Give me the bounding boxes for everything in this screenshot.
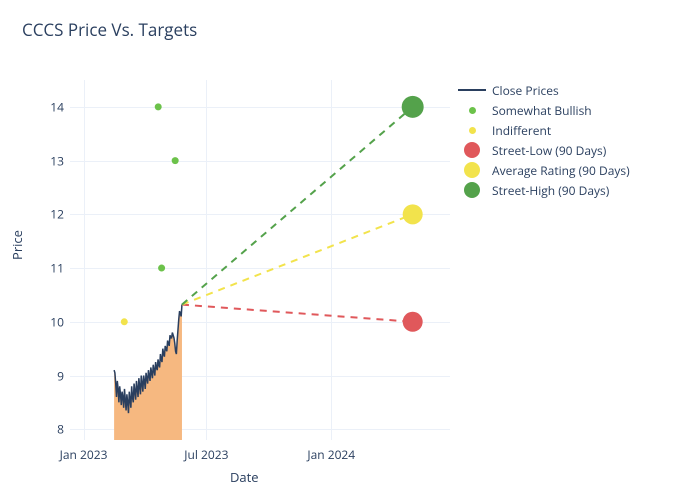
y-tick-label: 12 — [50, 206, 70, 223]
legend-label: Street-High (90 Days) — [492, 182, 609, 199]
legend-dot-swatch — [458, 162, 486, 178]
legend-item[interactable]: Street-Low (90 Days) — [458, 140, 630, 160]
y-axis-label: Price — [8, 230, 26, 260]
projection-line-street-high — [182, 107, 413, 305]
chart-title: CCCS Price Vs. Targets — [22, 18, 197, 41]
target-dot-street-low — [403, 312, 423, 332]
target-dot-average-rating — [403, 204, 423, 224]
bullish-dot — [158, 265, 165, 272]
bullish-dot — [172, 157, 179, 164]
legend-dot-swatch — [458, 107, 486, 114]
x-axis-label: Date — [230, 468, 259, 486]
legend-item[interactable]: Somewhat Bullish — [458, 100, 630, 120]
plot-svg — [70, 80, 450, 440]
projection-line-average-rating — [182, 214, 413, 304]
legend-item[interactable]: Close Prices — [458, 80, 630, 100]
legend-item[interactable]: Street-High (90 Days) — [458, 180, 630, 200]
y-tick-label: 14 — [50, 98, 70, 115]
legend: Close Prices Somewhat Bullish Indifferent S… — [458, 80, 630, 200]
legend-label: Street-Low (90 Days) — [492, 142, 606, 159]
projection-line-street-low — [182, 305, 413, 322]
bullish-dot — [155, 103, 162, 110]
y-tick-label: 10 — [50, 313, 70, 330]
legend-line-swatch — [458, 89, 486, 91]
legend-item[interactable]: Average Rating (90 Days) — [458, 160, 630, 180]
plot-area: 891011121314Jan 2023Jul 2023Jan 2024 — [70, 80, 450, 440]
y-tick-label: 11 — [50, 260, 70, 277]
legend-dot-swatch — [458, 142, 486, 158]
y-tick-label: 13 — [50, 152, 70, 169]
y-tick-label: 9 — [57, 367, 70, 384]
x-tick-label: Jul 2023 — [184, 440, 228, 463]
legend-dot-swatch — [458, 127, 486, 134]
x-tick-label: Jan 2024 — [307, 440, 355, 463]
legend-item[interactable]: Indifferent — [458, 120, 630, 140]
legend-label: Average Rating (90 Days) — [492, 162, 630, 179]
x-tick-label: Jan 2023 — [60, 440, 108, 463]
target-dot-street-high — [402, 96, 424, 118]
legend-label: Somewhat Bullish — [492, 102, 592, 119]
y-tick-label: 8 — [57, 421, 70, 438]
legend-dot-swatch — [458, 182, 486, 198]
legend-label: Indifferent — [492, 122, 551, 139]
indifferent-dot — [121, 318, 128, 325]
legend-label: Close Prices — [492, 82, 559, 99]
